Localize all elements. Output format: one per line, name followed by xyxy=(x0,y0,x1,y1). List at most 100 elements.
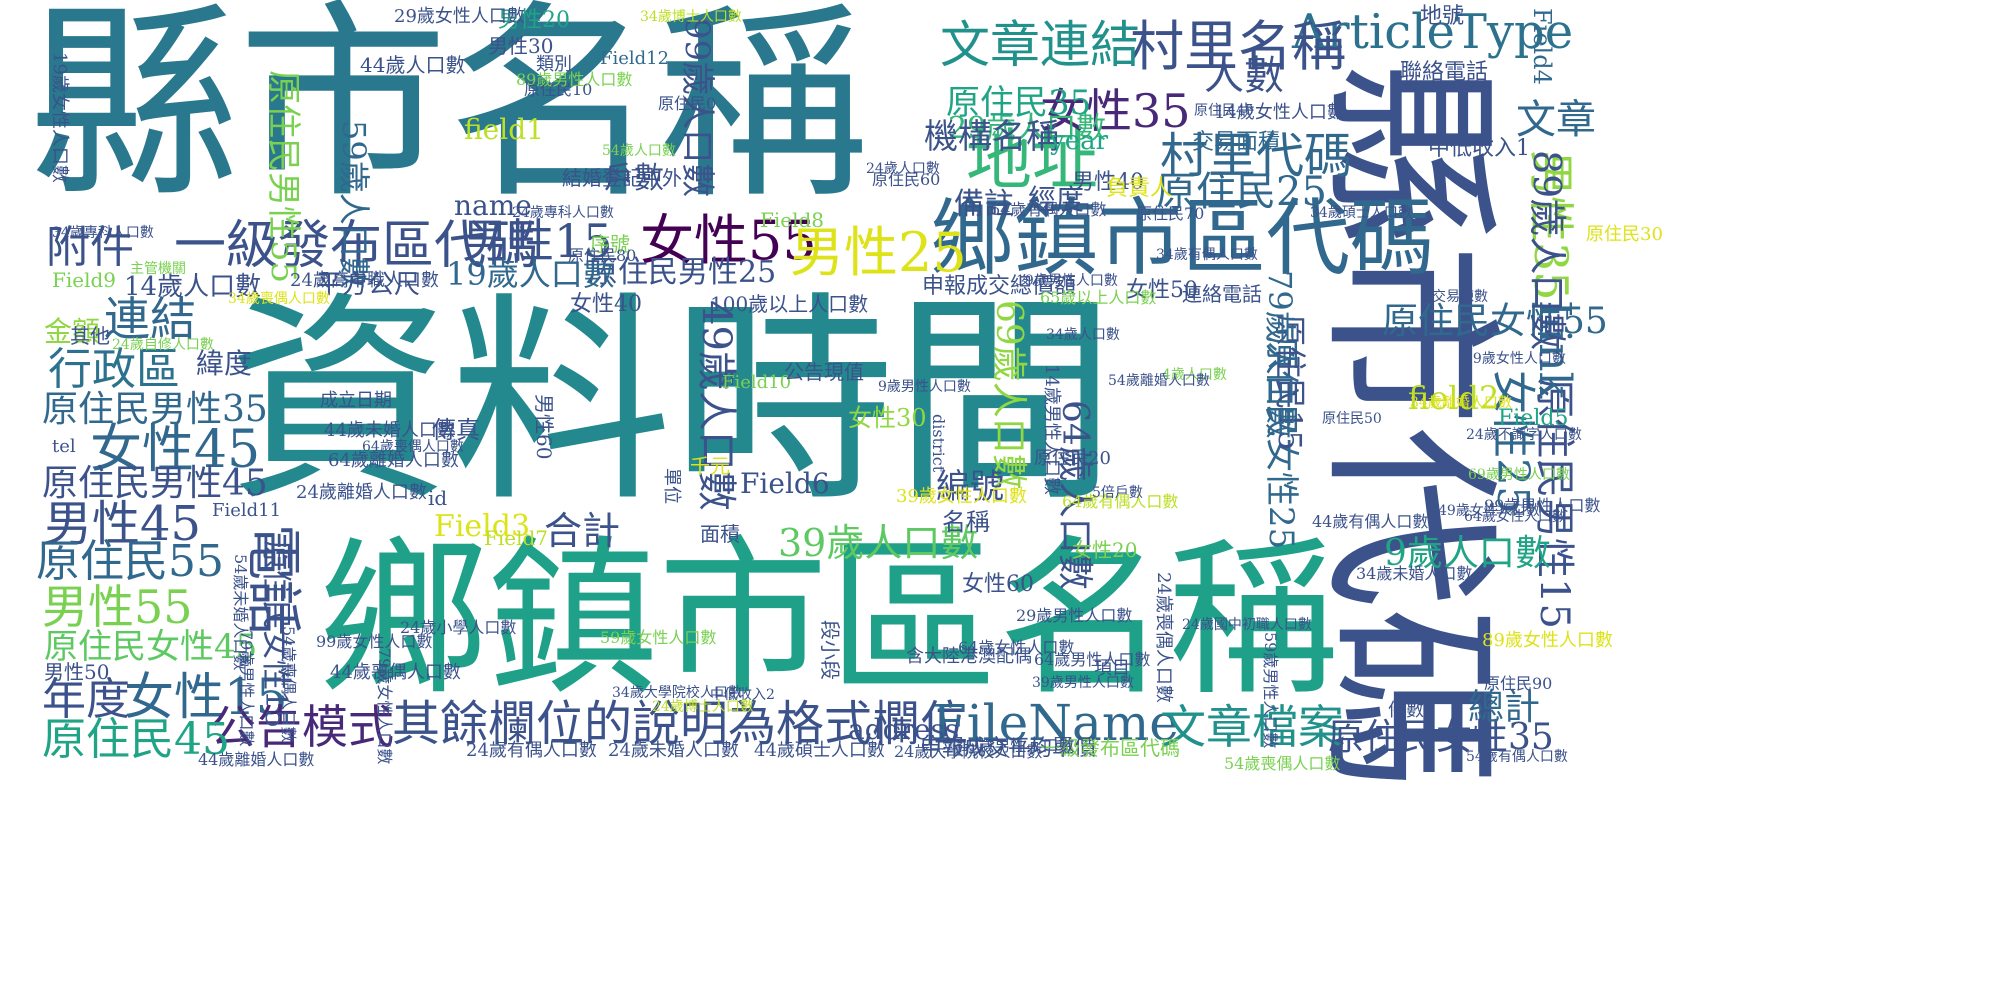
word-cloud-word: 34歲離婚人口數 xyxy=(1410,395,1512,411)
word-cloud-word: 54歲喪偶人口數 xyxy=(279,626,298,743)
word-cloud-word: 原住民40 xyxy=(1194,103,1254,119)
word-cloud-word: 含大陸港澳配偶 xyxy=(906,646,1032,667)
word-cloud-word: 千元 xyxy=(690,454,730,478)
word-cloud-word: 19歲人口數 xyxy=(446,255,615,293)
word-cloud-word: 原住民男性25 xyxy=(588,255,777,290)
word-cloud-word: 79歲女性人口數 xyxy=(375,648,394,765)
word-cloud-word: 54歲喪偶人口數 xyxy=(1224,754,1341,773)
word-cloud-word: 64歲女性人口數 xyxy=(1464,509,1566,525)
word-cloud-word: 34歲有偶人口數 xyxy=(1156,247,1258,263)
word-cloud-word: 59歲男性人口數 xyxy=(1261,632,1280,749)
word-cloud-word: 平方公尺 xyxy=(316,270,421,300)
word-cloud-word: 65歲以上人口數 xyxy=(1040,288,1157,307)
word-cloud-word: 段小段 xyxy=(818,620,842,680)
word-cloud-word: 19歲男性人口數 xyxy=(1016,273,1118,289)
word-cloud-word: 99歲男性人口數 xyxy=(1484,496,1601,515)
word-cloud-word: 34歲人口數 xyxy=(1046,327,1120,343)
word-cloud-word: 原住民女性35 xyxy=(1328,717,1554,758)
word-cloud-word: 24歲小學人口數 xyxy=(400,618,517,637)
word-cloud-word: 原住民90 xyxy=(1484,674,1553,693)
word-cloud-word: 公告現值 xyxy=(784,360,864,384)
word-cloud-word: 64歲有偶人口數 xyxy=(990,200,1107,219)
word-cloud-word: Field8 xyxy=(760,208,825,232)
word-cloud-word: 女性15 xyxy=(124,668,288,726)
word-cloud-word: 19歲女性人口數 xyxy=(49,52,70,183)
word-cloud-word: 9歲男性人口數 xyxy=(878,379,971,395)
word-cloud-word: tel xyxy=(52,436,76,457)
word-cloud-word: 34歲喪偶人口數 xyxy=(228,291,330,307)
word-cloud-word: 54歲離婚人口數 xyxy=(1108,373,1210,389)
word-cloud-word: 文章連結 xyxy=(940,16,1140,74)
word-cloud-word: 申報成交平均單價 xyxy=(920,736,1097,761)
word-cloud-word: 64歲男性人口數 xyxy=(1034,650,1151,669)
word-cloud-word: 99歲女性人口數 xyxy=(316,632,433,651)
word-cloud-word: 24歲不識字人口數 xyxy=(1466,427,1582,443)
word-cloud-word: 女性35 xyxy=(1040,84,1191,138)
word-cloud-word: 編號 xyxy=(936,467,1004,507)
word-cloud-word: 戶數 xyxy=(604,161,664,196)
word-cloud-word: 資料時間 xyxy=(228,274,1116,532)
word-cloud-word: 69歲人口數 xyxy=(988,300,1029,490)
word-cloud-word: 地號 xyxy=(1420,4,1465,29)
word-cloud-word: 鄉鎮市區代碼 xyxy=(930,189,1435,287)
word-cloud-word: 男性60 xyxy=(532,394,556,460)
word-cloud-word: 44歲喪偶人口數 xyxy=(330,662,461,683)
word-cloud-word: 34歲大學院校人口數 xyxy=(612,685,742,701)
word-cloud-word: Field10 xyxy=(722,372,792,393)
word-cloud-word: 原住民女性45 xyxy=(44,627,258,667)
word-cloud-word: 男性40 xyxy=(1072,170,1144,195)
word-cloud-word: Field5 xyxy=(1498,406,1569,431)
word-cloud-word: 79歲人口數 xyxy=(1261,270,1299,439)
word-cloud-word: 傳真 xyxy=(432,416,480,444)
word-cloud-word: 54歲人口數 xyxy=(602,143,676,159)
word-cloud-word: 申報成交總價額 xyxy=(922,274,1077,299)
word-cloud-word: 原住民0 xyxy=(658,94,717,113)
word-cloud-word: 女性50 xyxy=(1126,278,1198,303)
word-cloud-word: 49歲男性人口數 xyxy=(958,736,1075,755)
word-cloud-word: 名稱 xyxy=(942,508,990,536)
word-cloud-word: 44歲離婚人口數 xyxy=(198,750,315,769)
word-cloud-word: 44歲碩士人口數 xyxy=(754,740,885,761)
word-cloud-word: 54歲有偶人口數 xyxy=(1466,749,1568,765)
word-cloud-word: 項目 xyxy=(1094,658,1130,679)
word-cloud-word: 24歲人口數 xyxy=(866,161,940,177)
word-cloud-word: 女性40 xyxy=(570,292,642,317)
word-cloud-word: 24歲高中職人口數 xyxy=(290,270,439,291)
word-cloud-word: 聯絡電話 xyxy=(1400,60,1489,85)
word-cloud-word: 29歲人口數 xyxy=(948,111,1107,146)
word-cloud-word: 原住民30 xyxy=(1586,224,1663,245)
word-cloud-word: 24歲專科人口數 xyxy=(512,205,614,221)
word-cloud-word: 交易棟數 xyxy=(1432,289,1488,305)
word-cloud-word: id xyxy=(428,486,448,510)
word-cloud-word: address xyxy=(848,713,960,746)
word-cloud-word: 成立日期 xyxy=(320,390,392,411)
word-cloud-word: 69歲男性人口數 xyxy=(1468,467,1570,483)
word-cloud-word: 5倍戶數 xyxy=(1092,485,1143,501)
word-cloud-word: 男性55 xyxy=(42,580,193,634)
word-cloud-word: 34歲博士人口數 xyxy=(640,9,742,25)
word-cloud-word: 單位 xyxy=(661,468,682,504)
word-cloud-word: 人數 xyxy=(1204,53,1284,99)
word-cloud-word: field2 xyxy=(1408,379,1500,417)
word-cloud-word: 9歲人口數 xyxy=(1384,533,1551,574)
word-cloud-word: 34歲碩士人口數 xyxy=(1310,205,1412,221)
word-cloud-word: field1 xyxy=(464,113,544,146)
word-cloud-word: name xyxy=(454,189,532,222)
word-cloud-word: FileName xyxy=(932,694,1179,752)
word-cloud-word: 24歲未婚人口數 xyxy=(608,740,739,761)
word-cloud-word: 49歲女性人口數 xyxy=(1438,503,1540,519)
word-cloud-word: 39歲人口數 xyxy=(778,521,979,565)
word-cloud-word: 連結 xyxy=(104,292,196,346)
word-cloud-word: 69歲女性人口數 xyxy=(1464,351,1566,367)
word-cloud-word: 39歲女性人口數 xyxy=(896,486,1027,507)
word-cloud-word: 類別 xyxy=(536,54,572,75)
word-cloud-word: 24歲喪偶人口數 xyxy=(1153,572,1174,703)
word-cloud-word: Field11 xyxy=(212,500,282,521)
word-cloud-word: 緯度 xyxy=(196,347,253,380)
word-cloud-word: 機構名稱 xyxy=(924,117,1060,157)
word-cloud-word: 89歲男性人口數 xyxy=(516,70,633,89)
word-cloud-word: 中低收入2 xyxy=(710,687,775,703)
word-cloud-word: 100歲以上人口數 xyxy=(710,292,869,316)
word-cloud-word: 村里代碼 xyxy=(1160,128,1353,184)
